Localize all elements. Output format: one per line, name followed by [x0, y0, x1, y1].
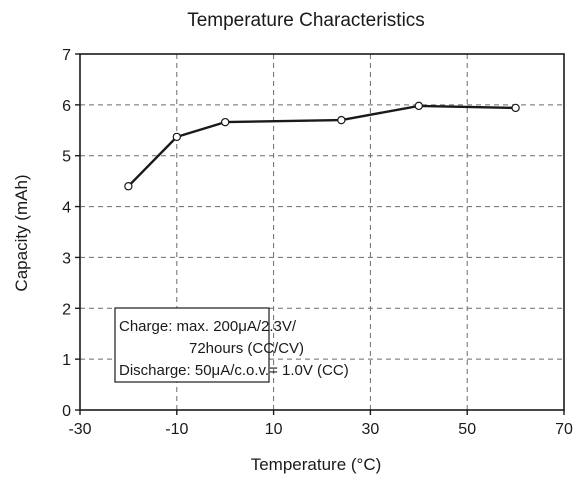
x-tick-label: 70 [555, 421, 573, 438]
tick-labels: -30 -10 10 30 50 70 0 1 2 3 4 5 6 7 [62, 47, 573, 438]
x-axis-label: Temperature (°C) [251, 455, 382, 474]
plot-frame [79, 53, 565, 411]
x-tick-label: 30 [362, 421, 380, 438]
y-tick-label: 0 [62, 403, 71, 420]
y-axis-label: Capacity (mAh) [12, 174, 31, 291]
y-tick-label: 4 [62, 200, 71, 217]
annotation-line-3: Discharge: 50μA/c.o.v.= 1.0V (CC) [119, 362, 349, 379]
data-point [337, 115, 346, 125]
series [124, 101, 520, 191]
annotation-box: Charge: max. 200μA/2.3V/ 72hours (CC/CV)… [114, 307, 349, 383]
y-tick-label: 5 [62, 149, 71, 166]
y-tick-label: 2 [62, 301, 71, 318]
data-point [220, 117, 230, 127]
annotation-frame [114, 307, 270, 383]
x-tick-label: 10 [265, 421, 283, 438]
x-tick-label: 50 [458, 421, 476, 438]
data-point [124, 182, 133, 191]
axis-ticks [75, 53, 565, 415]
x-tick-label: -30 [68, 421, 91, 438]
x-tick-label: -10 [165, 421, 188, 438]
data-point [511, 103, 520, 113]
data-point [172, 132, 181, 142]
y-tick-label: 7 [62, 47, 71, 64]
series-line [127, 104, 516, 188]
annotation-line-2: 72hours (CC/CV) [189, 340, 304, 357]
chart-title: Temperature Characteristics [187, 10, 425, 31]
y-tick-label: 1 [62, 352, 71, 369]
annotation-line-1: Charge: max. 200μA/2.3V/ [119, 318, 297, 335]
y-tick-label: 3 [62, 250, 71, 267]
data-point [414, 101, 423, 111]
y-tick-label: 6 [62, 98, 71, 115]
